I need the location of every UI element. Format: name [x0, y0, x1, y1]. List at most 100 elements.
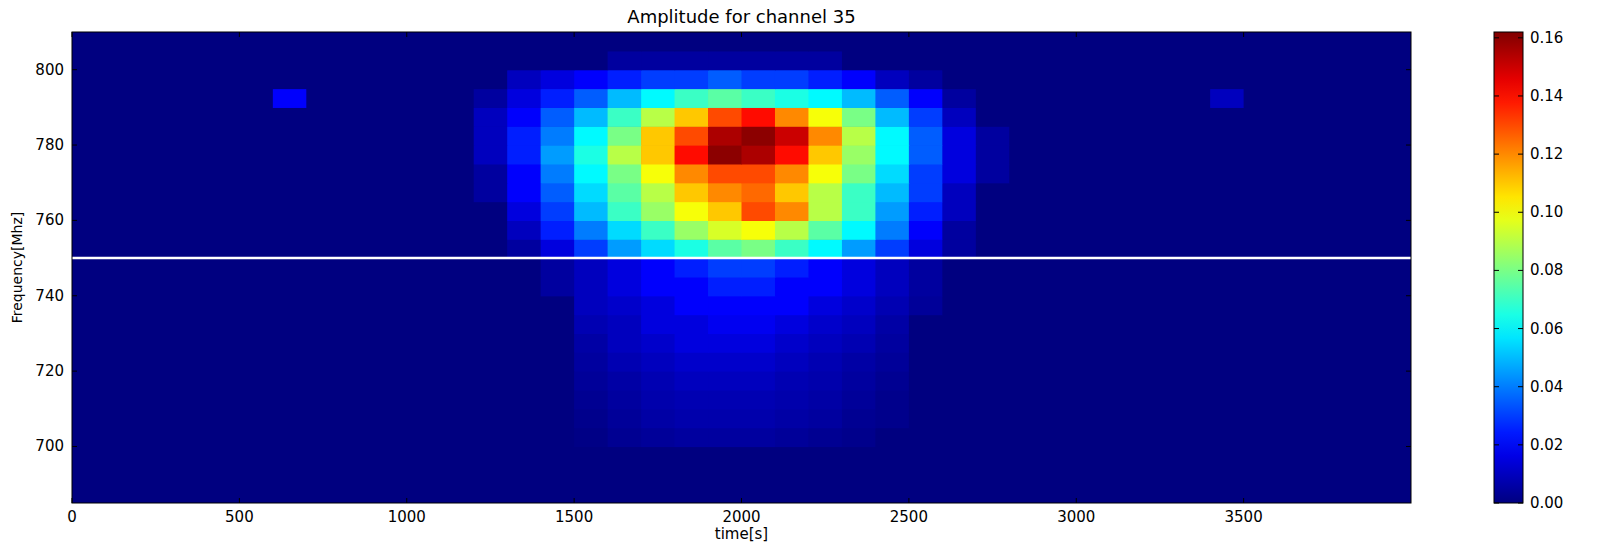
heatmap-cell — [507, 371, 541, 390]
heatmap-cell — [507, 164, 541, 183]
heatmap-cell — [1277, 277, 1311, 296]
heatmap-cell — [1009, 89, 1043, 108]
heatmap-cell — [1244, 202, 1278, 221]
heatmap-cell — [541, 164, 575, 183]
x-axis-title: time[s] — [715, 525, 768, 543]
heatmap-cell — [608, 296, 642, 315]
heatmap-cell — [1110, 409, 1144, 428]
heatmap-cell — [808, 145, 842, 164]
heatmap-cell — [942, 183, 976, 202]
heatmap-cell — [1110, 371, 1144, 390]
heatmap-cell — [139, 465, 173, 484]
heatmap-cell — [641, 428, 675, 447]
heatmap-cell — [976, 465, 1010, 484]
heatmap-cell — [440, 164, 474, 183]
heatmap-cell — [708, 296, 742, 315]
heatmap-cell — [306, 145, 340, 164]
heatmap-cell — [1110, 107, 1144, 126]
heatmap-cell — [1378, 183, 1411, 202]
heatmap-cell — [641, 164, 675, 183]
heatmap-cell — [1143, 371, 1177, 390]
heatmap-cell — [340, 390, 374, 409]
heatmap-cell — [808, 239, 842, 258]
heatmap-cell — [842, 484, 876, 503]
heatmap-cell — [306, 89, 340, 108]
heatmap-cell — [608, 428, 642, 447]
heatmap-cell — [1177, 315, 1211, 334]
heatmap-cell — [541, 107, 575, 126]
heatmap-cell — [1277, 428, 1311, 447]
heatmap-cell — [808, 484, 842, 503]
heatmap-cell — [608, 277, 642, 296]
heatmap-cell — [1344, 371, 1378, 390]
heatmap-cell — [541, 352, 575, 371]
heatmap-cell — [1110, 70, 1144, 89]
heatmap-cell — [1311, 126, 1345, 145]
heatmap-cell — [1210, 371, 1244, 390]
heatmap-cell — [1277, 390, 1311, 409]
heatmap-cell — [1143, 183, 1177, 202]
heatmap-cell — [1311, 428, 1345, 447]
heatmap-cell — [1009, 446, 1043, 465]
heatmap-cell — [808, 202, 842, 221]
plot-frame — [72, 32, 1411, 503]
heatmap-cell — [1244, 390, 1278, 409]
heatmap-cell — [1177, 428, 1211, 447]
heatmap-cell — [1210, 239, 1244, 258]
heatmap-cell — [708, 239, 742, 258]
heatmap-cell — [172, 89, 206, 108]
heatmap-cell — [1277, 145, 1311, 164]
heatmap-cell — [1244, 107, 1278, 126]
heatmap-cell — [574, 428, 608, 447]
heatmap-cell — [407, 333, 441, 352]
heatmap-cell — [273, 428, 307, 447]
heatmap-cell — [875, 164, 909, 183]
heatmap-cell — [976, 371, 1010, 390]
heatmap-cell — [742, 409, 776, 428]
heatmap-cell — [675, 70, 709, 89]
heatmap-cell — [1277, 51, 1311, 70]
heatmap-cell — [541, 183, 575, 202]
heatmap-cell — [1244, 183, 1278, 202]
heatmap-cell — [641, 32, 675, 51]
heatmap-cell — [1177, 296, 1211, 315]
heatmap-cell — [641, 89, 675, 108]
heatmap-cell — [1210, 51, 1244, 70]
heatmap-cell — [976, 409, 1010, 428]
heatmap-cell — [775, 126, 809, 145]
x-tick — [406, 498, 407, 503]
heatmap-cell — [474, 428, 508, 447]
heatmap-cell — [72, 484, 106, 503]
heatmap-cell — [373, 371, 407, 390]
heatmap-cell — [1244, 428, 1278, 447]
heatmap-cell — [440, 371, 474, 390]
heatmap-cell — [574, 145, 608, 164]
heatmap-cell — [1378, 220, 1411, 239]
heatmap-cell — [1277, 70, 1311, 89]
heatmap-cell — [1110, 51, 1144, 70]
heatmap-cell — [574, 70, 608, 89]
heatmap-cell — [775, 107, 809, 126]
heatmap-cell — [909, 409, 943, 428]
colorbar-tick-label: 0.12 — [1530, 145, 1563, 163]
heatmap-cell — [808, 315, 842, 334]
heatmap-cell — [139, 70, 173, 89]
heatmap-cell — [172, 409, 206, 428]
heatmap-cell — [340, 70, 374, 89]
colorbar-tick — [1518, 154, 1523, 155]
heatmap-cell — [541, 145, 575, 164]
heatmap-cell — [507, 315, 541, 334]
heatmap-cell — [909, 70, 943, 89]
heatmap-cell — [1076, 371, 1110, 390]
heatmap-cell — [105, 258, 139, 277]
heatmap-cell — [775, 446, 809, 465]
heatmap-cell — [1043, 107, 1077, 126]
heatmap-cell — [1110, 390, 1144, 409]
heatmap-cell — [105, 277, 139, 296]
heatmap-cell — [976, 296, 1010, 315]
heatmap-cell — [373, 107, 407, 126]
heatmap-cell — [708, 32, 742, 51]
heatmap-cell — [541, 70, 575, 89]
heatmap-cell — [641, 465, 675, 484]
heatmap-cell — [842, 428, 876, 447]
